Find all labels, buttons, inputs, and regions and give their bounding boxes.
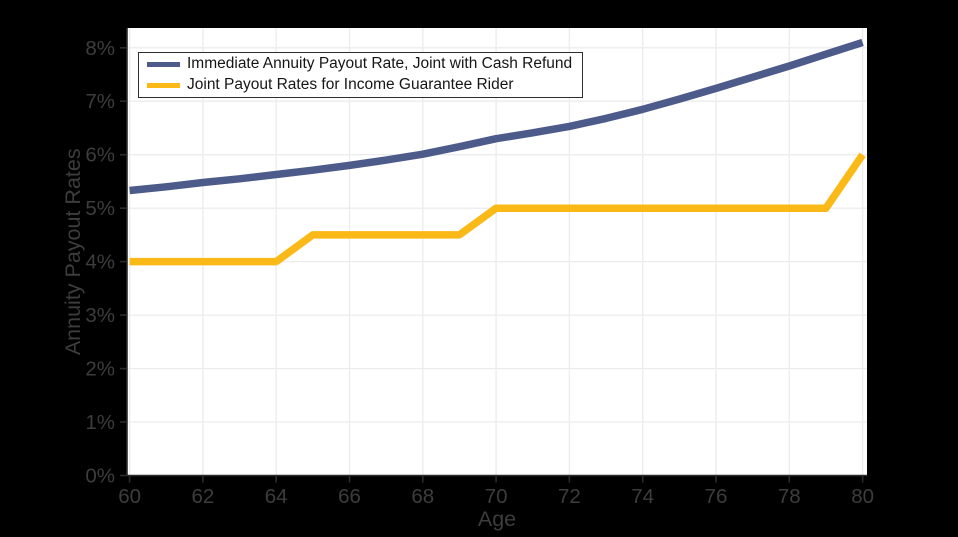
legend-label-income-guarantee: Joint Payout Rates for Income Guarantee … — [187, 76, 514, 93]
x-axis-title: Age — [478, 507, 516, 531]
y-tick-label: 8% — [85, 37, 115, 60]
x-tick-label: 76 — [705, 485, 728, 508]
legend-line-swatch-blue — [147, 61, 180, 67]
x-tick-label: 70 — [485, 485, 508, 508]
x-tick-label: 62 — [191, 485, 214, 508]
series-line-income-guarantee — [129, 152, 866, 266]
y-tick-label: 4% — [85, 251, 115, 274]
x-tick-label: 66 — [338, 485, 361, 508]
y-tick-label: 2% — [85, 358, 115, 381]
legend-label-immediate-annuity: Immediate Annuity Payout Rate, Joint wit… — [187, 55, 573, 72]
x-tick-label: 74 — [631, 485, 654, 508]
y-tick-label: 6% — [85, 144, 115, 167]
y-tick-label: 0% — [85, 465, 115, 488]
y-tick-label: 5% — [85, 197, 115, 220]
y-tick-label: 1% — [85, 411, 115, 434]
plot-background — [127, 28, 867, 476]
x-tick-label: 60 — [118, 485, 141, 508]
x-tick-label: 72 — [558, 485, 581, 508]
y-axis-title: Annuity Payout Rates — [61, 148, 85, 355]
x-tick-label: 68 — [411, 485, 434, 508]
legend-item-immediate-annuity: Immediate Annuity Payout Rate, Joint wit… — [147, 54, 572, 74]
y-tick-label: 7% — [85, 90, 115, 113]
x-tick-label: 64 — [265, 485, 288, 508]
series-line-immediate-annuity — [129, 38, 864, 195]
legend-item-income-guarantee: Joint Payout Rates for Income Guarantee … — [147, 75, 572, 95]
y-tick-label: 3% — [85, 304, 115, 327]
legend: Immediate Annuity Payout Rate, Joint wit… — [138, 52, 584, 98]
x-tick-label: 78 — [778, 485, 801, 508]
legend-line-swatch-yellow — [147, 82, 180, 88]
x-tick-label: 80 — [851, 485, 874, 508]
